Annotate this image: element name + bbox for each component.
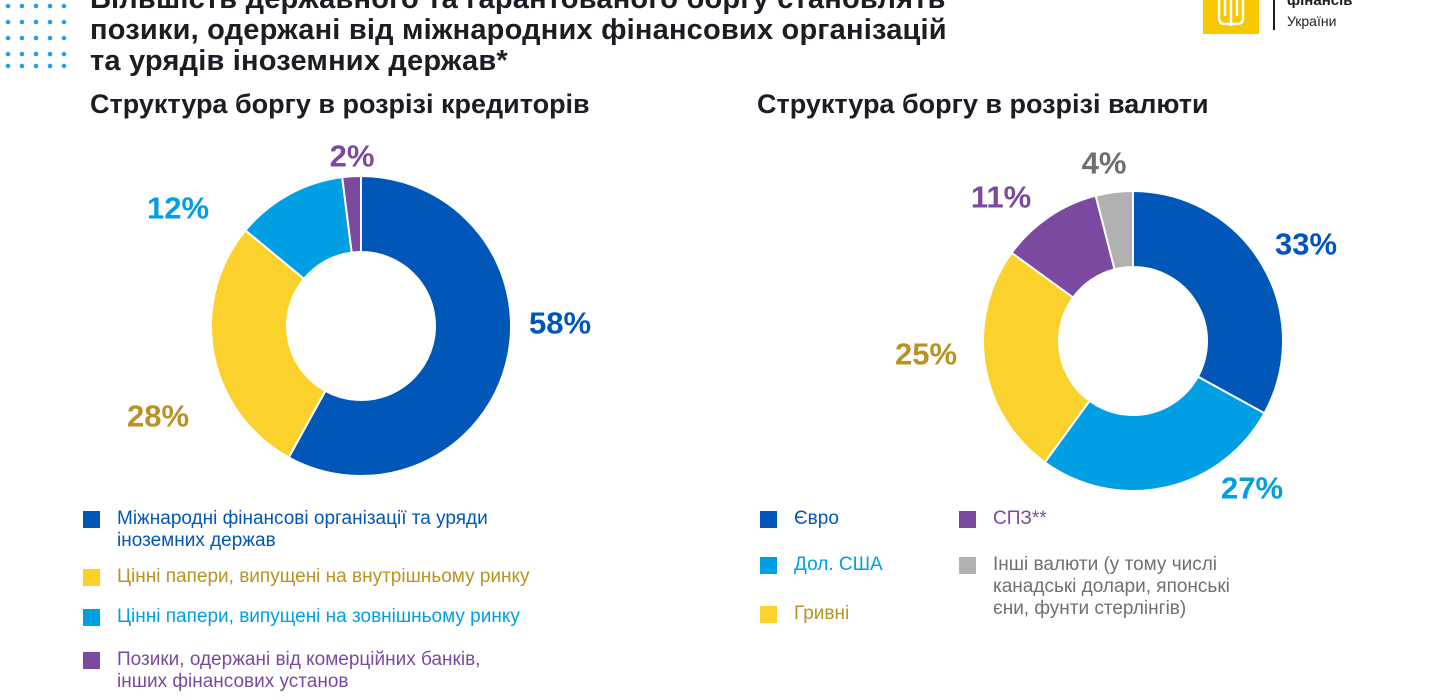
legend-swatch	[959, 557, 976, 574]
donut-slice	[1132, 189, 1284, 415]
data-label: 33%	[1275, 227, 1337, 262]
ministry-logo: фінансів України	[1203, 0, 1403, 38]
donut-slice	[1043, 375, 1266, 492]
legend-swatch	[760, 511, 777, 528]
legend-swatch	[83, 569, 100, 586]
chart-title-currency: Структура боргу в розрізі валюти	[757, 89, 1209, 119]
legend-swatch	[959, 511, 976, 528]
data-label: 27%	[1221, 471, 1283, 506]
data-label: 4%	[1082, 146, 1127, 181]
logo-text-line-1: фінансів	[1287, 0, 1353, 9]
legend-label: Міжнародні фінансові організації та уряд…	[117, 508, 488, 551]
legend-label: Євро	[794, 508, 839, 529]
donut-slice	[1094, 189, 1134, 271]
legend-swatch	[760, 557, 777, 574]
donut-chart-creditors: 58% 28% 12% 2%	[127, 139, 591, 477]
legend-label: Позики, одержані від комерційних банків,…	[117, 649, 481, 692]
donut-slice	[287, 174, 512, 477]
decorative-dot-grid	[5, 3, 67, 69]
chart-title-creditors: Структура боргу в розрізі кредиторів	[90, 89, 590, 119]
legend-label: Дол. США	[794, 554, 883, 575]
legend-swatch	[760, 606, 777, 623]
legend-label: Цінні папери, випущені на внутрішньому р…	[117, 566, 530, 587]
data-label: 2%	[330, 139, 375, 174]
legend-label: СПЗ**	[993, 508, 1047, 529]
legend-label: Цінні папери, випущені на зовнішньому ри…	[117, 606, 520, 627]
donut-slice	[210, 228, 327, 459]
legend-swatch	[83, 511, 100, 528]
headline-line-3: та урядів іноземних держав*	[90, 45, 508, 77]
legend-label: Гривні	[794, 603, 850, 624]
data-label: 11%	[971, 180, 1031, 215]
donut-chart-currency: 33% 27% 25% 11% 4%	[895, 146, 1337, 506]
logo-separator	[1273, 0, 1275, 30]
data-label: 28%	[127, 399, 189, 434]
page-headline: Більшість державного та гарантованого бо…	[90, 0, 947, 77]
donut-slice	[982, 251, 1091, 464]
data-label: 58%	[529, 306, 591, 341]
data-label: 25%	[895, 337, 957, 372]
headline-line-1: Більшість державного та гарантованого бо…	[90, 0, 947, 15]
legend-swatch	[83, 652, 100, 669]
legend-swatch	[83, 609, 100, 626]
trident-emblem-icon	[1203, 0, 1259, 34]
headline-line-2: позики, одержані від міжнародних фінансо…	[90, 14, 947, 46]
donut-slice	[341, 174, 362, 254]
data-label: 12%	[147, 191, 209, 226]
legend-label: Інші валюти (у тому числі канадські долар…	[993, 554, 1230, 619]
logo-text-line-2: України	[1287, 13, 1337, 29]
